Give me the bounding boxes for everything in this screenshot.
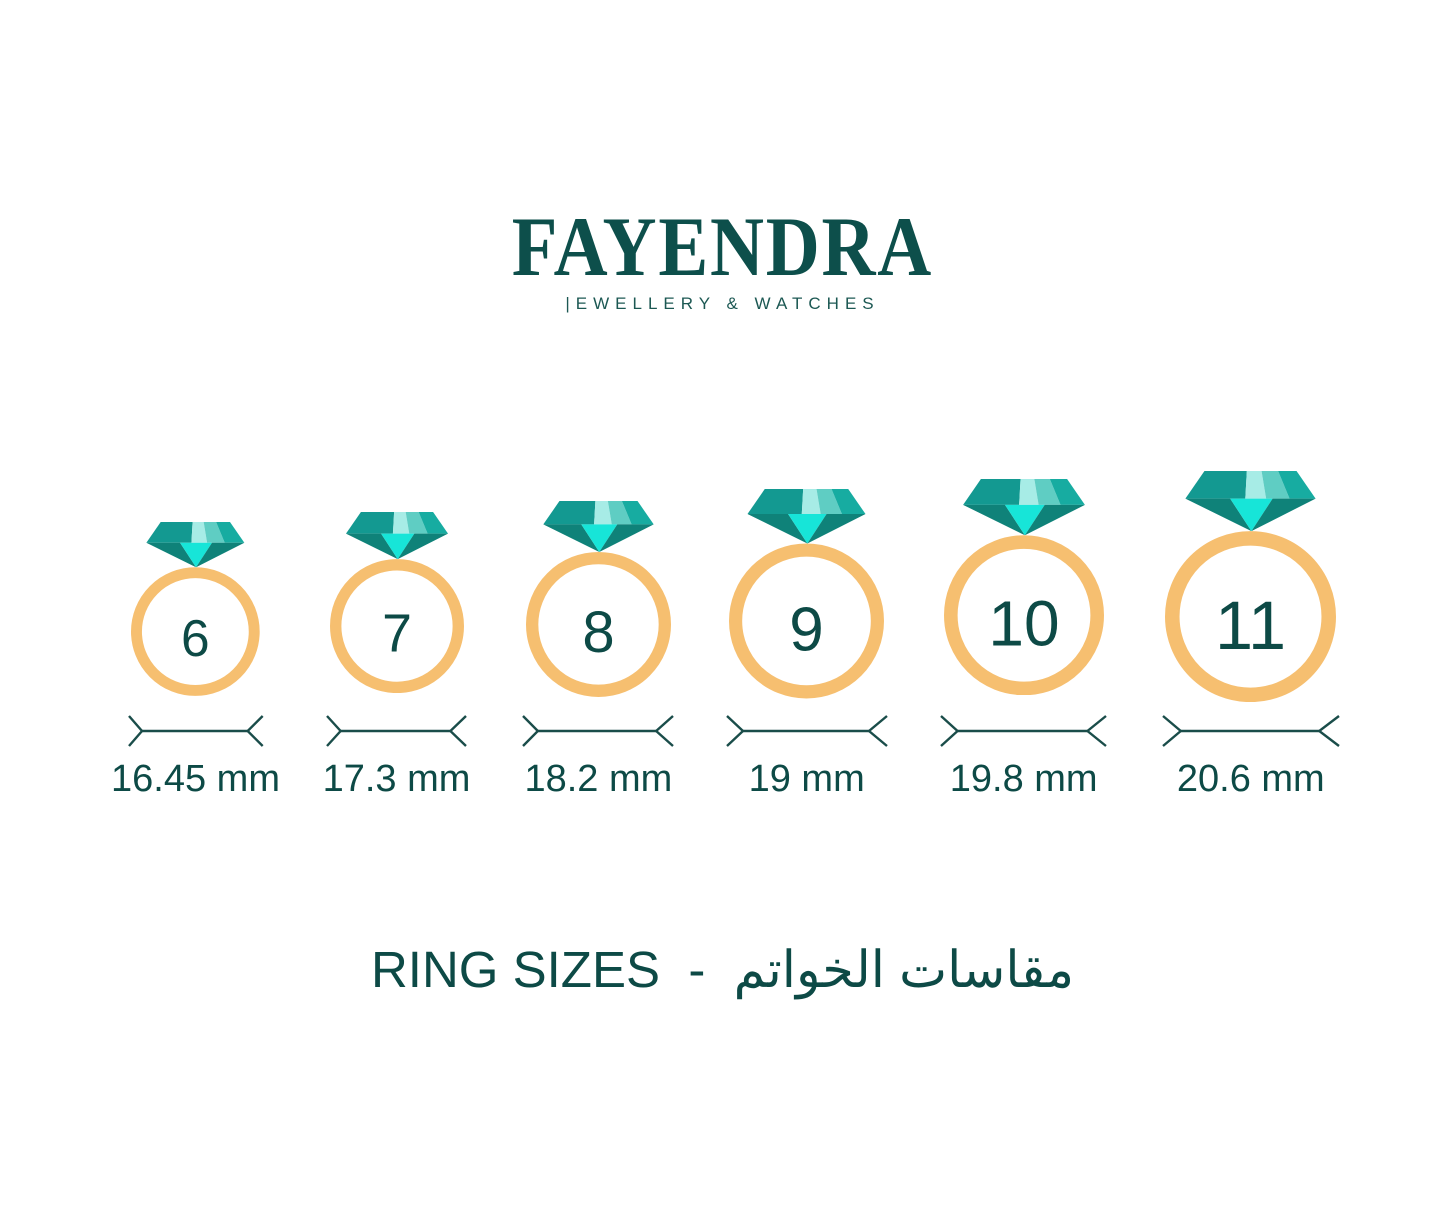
svg-text:7: 7 (382, 604, 412, 664)
svg-text:6: 6 (181, 609, 210, 667)
svg-text:11: 11 (1215, 588, 1286, 664)
svg-text:10: 10 (988, 587, 1059, 659)
svg-text:8: 8 (582, 600, 614, 665)
svg-text:9: 9 (789, 596, 823, 665)
